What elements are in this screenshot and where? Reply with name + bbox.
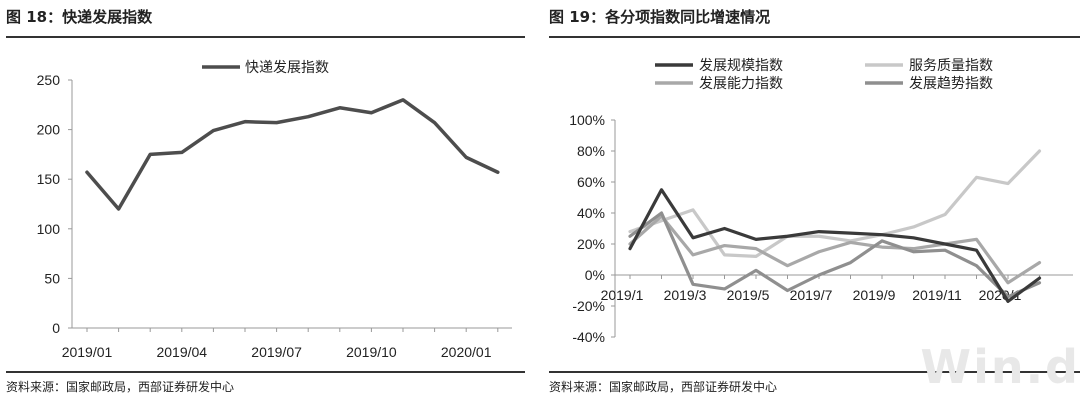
x-tick-label: 2019/3: [664, 287, 707, 303]
legend-label: 发展趋势指数: [909, 75, 993, 91]
y-tick-label: 60%: [577, 174, 605, 190]
x-tick-label: 2019/9: [853, 287, 896, 303]
series-line-2: [628, 149, 1042, 258]
x-tick-label: 2019/07: [251, 344, 302, 360]
y-tick-label: 50: [44, 270, 60, 286]
x-tick-label: 2019/01: [62, 344, 113, 360]
series-line-4: [628, 211, 1042, 299]
x-tick-label: 2019/1: [601, 287, 644, 303]
x-tick-label: 2019/04: [156, 344, 207, 360]
y-tick-label: 250: [37, 72, 61, 88]
series-line-express-index: [85, 98, 500, 211]
y-tick-label: -20%: [572, 298, 605, 314]
y-tick-label: 80%: [577, 143, 605, 159]
right-source-note: 资料来源：国家邮政局，西部证券研发中心: [549, 380, 778, 394]
y-tick-label: 0%: [585, 267, 605, 283]
right-title-rule: [549, 36, 1080, 38]
x-tick-label: 2019/7: [790, 287, 833, 303]
legend-label: 服务质量指数: [909, 57, 993, 73]
legend-label: 发展规模指数: [699, 57, 783, 73]
left-title-rule: [6, 36, 525, 38]
series-line-1: [628, 188, 1042, 303]
y-tick-label: 200: [37, 122, 61, 138]
y-tick-label: 100: [37, 221, 61, 237]
y-tick-label: -40%: [572, 329, 605, 345]
y-tick-label: 150: [37, 171, 61, 187]
express-development-index-chart: 0 50 100 150 200 250 2019/01 2019/04 2019/07 2019…: [37, 59, 512, 360]
left-source-note: 资料来源：国家邮政局，西部证券研发中心: [6, 380, 235, 394]
right-bottom-rule: [549, 371, 1080, 373]
x-tick-label: 2019/11: [912, 287, 962, 303]
wind-watermark: Win.d: [920, 340, 1080, 394]
right-figure-title: 图 19：各分项指数同比增速情况: [549, 8, 771, 26]
x-tick-label: 2020/01: [441, 344, 492, 360]
legend-label: 发展能力指数: [699, 75, 783, 91]
left-figure-title: 图 18：快递发展指数: [6, 8, 153, 26]
y-tick-label: 20%: [577, 236, 605, 252]
y-tick-label: 40%: [577, 205, 605, 221]
sub-index-growth-chart: 100% 80% 60% 40% 20% 0% -20% -40% 2019/1 2019/3 20…: [569, 57, 1073, 345]
series-line-3: [628, 214, 1042, 285]
legend-label: 快递发展指数: [245, 59, 329, 75]
y-tick-label: 100%: [569, 112, 605, 128]
x-tick-label: 2019/10: [346, 344, 397, 360]
y-tick-label: 0: [52, 320, 60, 336]
left-figure-panel: 图 18：快递发展指数 0 50 100 150 200 250 2019/01 2019/0…: [0, 0, 525, 405]
left-bottom-rule: [6, 371, 525, 373]
right-figure-panel: 图 19：各分项指数同比增速情况 100% 80% 60% 40% 20% 0% -20% -…: [543, 0, 1080, 405]
x-tick-label: 2019/5: [727, 287, 770, 303]
